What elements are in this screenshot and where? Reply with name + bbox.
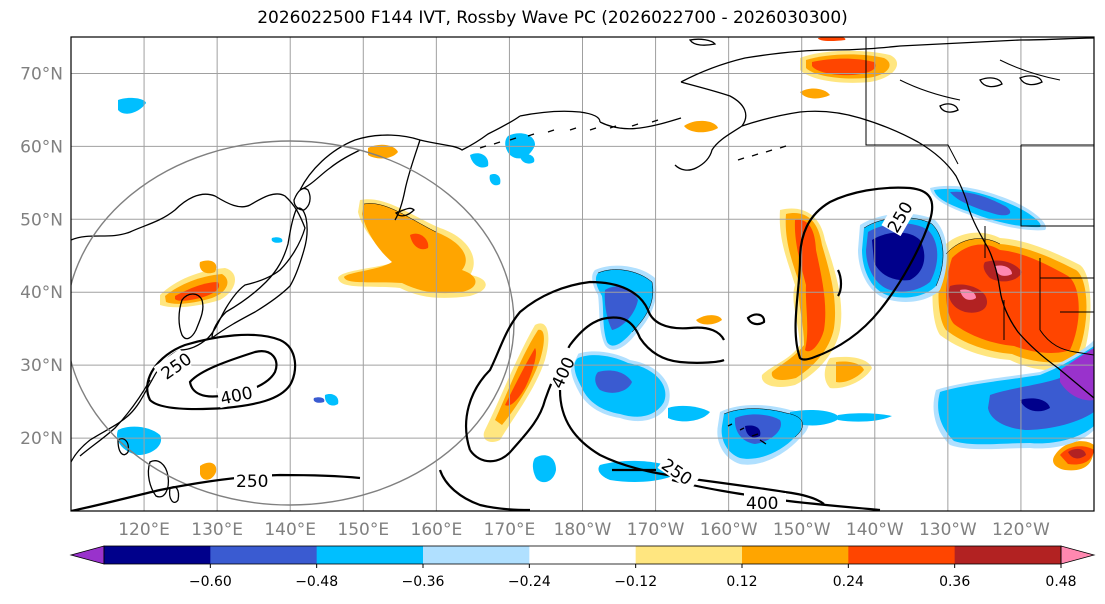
longitude-label: 160°W — [700, 520, 758, 540]
colorbar-tick-label: 0.12 — [726, 574, 757, 590]
colorbar-tick-label: 0.24 — [833, 574, 864, 590]
colorbar-segment — [316, 546, 424, 564]
latitude-label: 70°N — [20, 64, 63, 84]
colorbar: −0.60 −0.48 −0.36 −0.24 −0.12 0.12 0.24 0.36 0.4… — [69, 545, 1096, 590]
contour-label: 250 — [236, 472, 268, 492]
colorbar-segment — [210, 546, 318, 564]
colorbar-segment — [848, 546, 956, 564]
colorbar-segment — [104, 546, 211, 564]
shading-outlines — [363, 203, 1001, 438]
map-title: 2026022500 F144 IVT, Rossby Wave PC (202… — [257, 8, 848, 28]
colorbar-tick-label: −0.12 — [614, 574, 657, 590]
map-frame — [70, 36, 1095, 512]
longitude-label: 140°W — [846, 520, 904, 540]
colorbar-tick-label: 0.48 — [1045, 574, 1076, 590]
longitude-label: 120°W — [992, 520, 1050, 540]
colorbar-segment — [423, 546, 530, 564]
longitude-label: 180°W — [554, 520, 612, 540]
colorbar-segment — [635, 546, 743, 564]
longitude-labels: 120°E 130°E 140°E 150°E 160°E 170°E 180°W 170°W… — [118, 520, 1050, 540]
coastlines — [71, 37, 1094, 503]
longitude-label: 120°E — [118, 520, 170, 540]
longitude-label: 160°E — [411, 520, 463, 540]
latitude-label: 40°N — [20, 283, 63, 303]
colorbar-segment — [742, 546, 849, 564]
longitude-label: 170°E — [484, 520, 536, 540]
colorbar-extend-high — [1060, 545, 1096, 565]
contour-label: 400 — [746, 494, 778, 514]
latitude-label: 60°N — [20, 137, 63, 157]
colorbar-tick-label: −0.36 — [402, 574, 445, 590]
colorbar-tick-label: −0.60 — [189, 574, 232, 590]
rossby-wave-circle — [71, 140, 515, 506]
colorbar-tick-label: −0.48 — [295, 574, 338, 590]
longitude-label: 130°E — [191, 520, 243, 540]
colorbar-segment — [529, 546, 637, 564]
longitude-label: 130°W — [919, 520, 977, 540]
longitude-label: 140°E — [264, 520, 316, 540]
latitude-label: 20°N — [20, 429, 63, 449]
colorbar-extend-low — [69, 545, 105, 565]
colorbar-outline — [103, 545, 1062, 565]
longitude-label: 150°W — [773, 520, 831, 540]
latitude-labels: 20°N 30°N 40°N 50°N 60°N 70°N — [20, 64, 63, 449]
longitude-label: 150°E — [337, 520, 389, 540]
longitude-label: 170°W — [627, 520, 685, 540]
map-gridlines — [71, 37, 1094, 511]
colorbar-tick-label: 0.36 — [939, 574, 970, 590]
political-borders — [865, 37, 1094, 356]
ivt-contours — [71, 186, 934, 511]
colorbar-tick-label: −0.24 — [508, 574, 551, 590]
colorbar-segment — [954, 546, 1062, 564]
latitude-label: 30°N — [20, 356, 63, 376]
latitude-label: 50°N — [20, 210, 63, 230]
